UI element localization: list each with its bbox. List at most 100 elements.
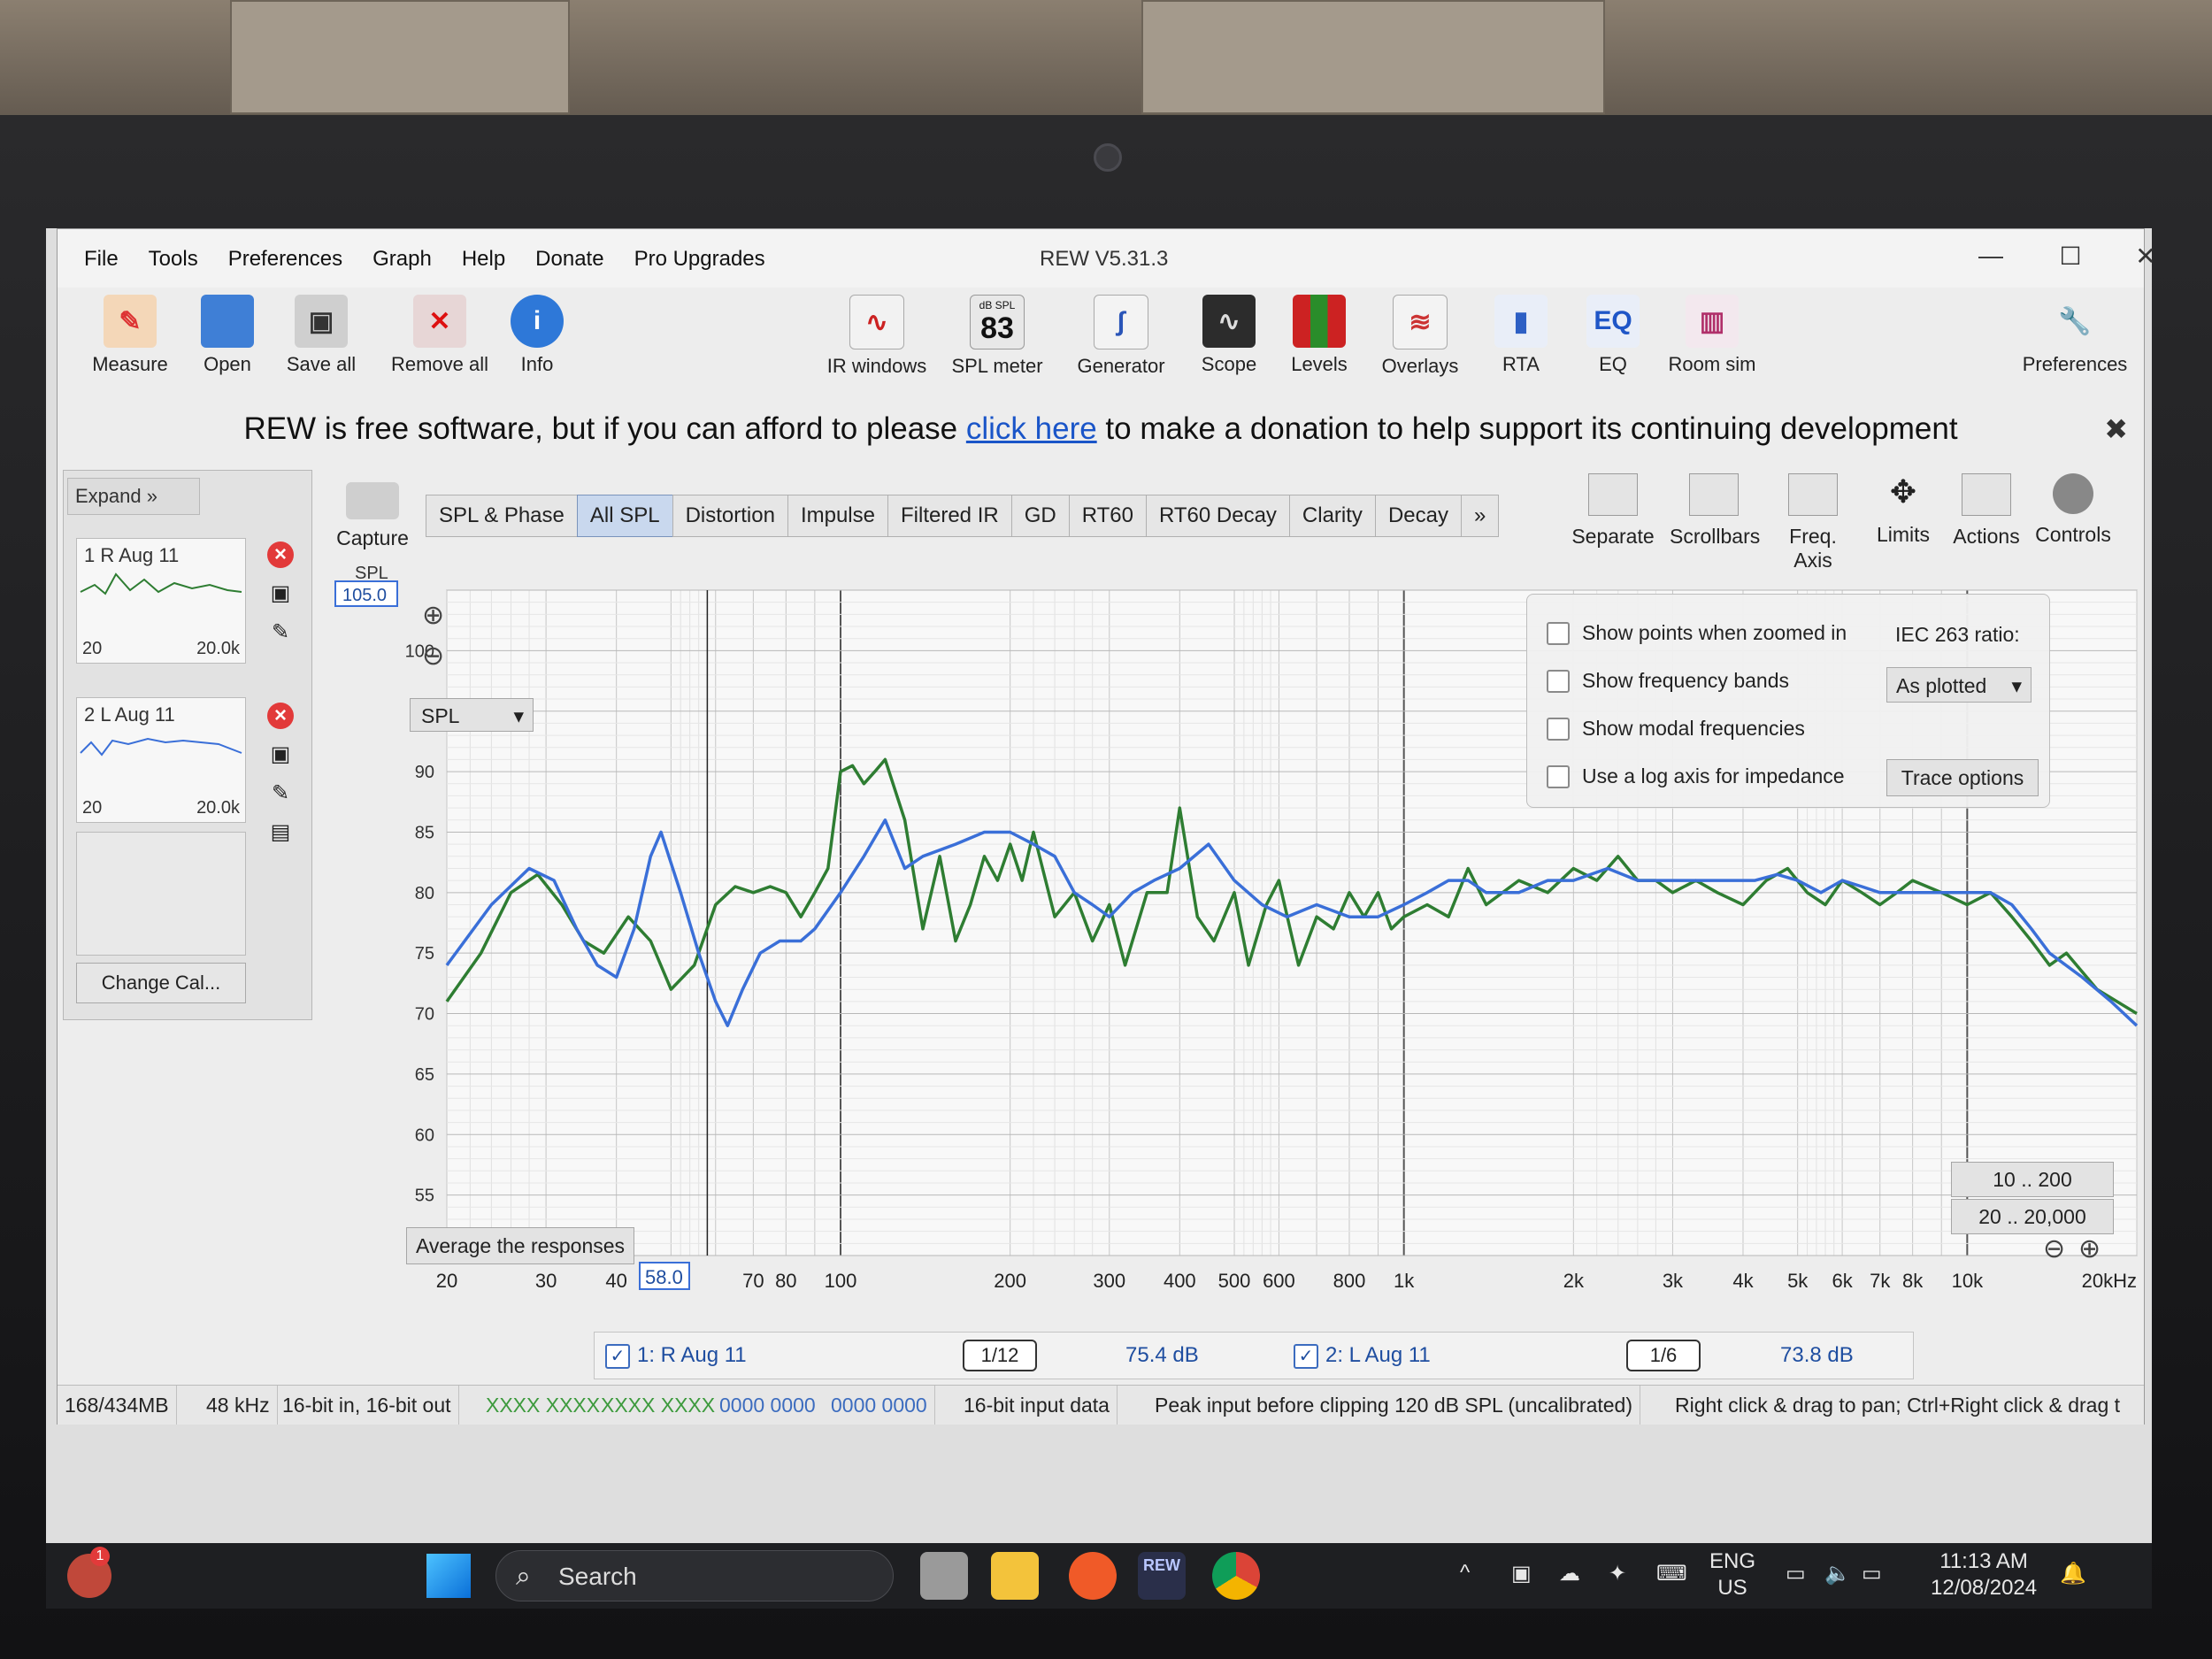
show-points-checkbox[interactable] <box>1547 622 1570 645</box>
x-tick-label: 400 <box>1164 1270 1196 1292</box>
trace-checkbox[interactable]: ✓ <box>1294 1344 1318 1369</box>
x-tick-label: 600 <box>1263 1270 1295 1292</box>
webcam <box>1094 143 1122 172</box>
x-tick-label: 500 <box>1218 1270 1251 1292</box>
range-20-20000-button[interactable]: 20 .. 20,000 <box>1951 1199 2114 1234</box>
x-tick-label: 20kHz <box>2082 1270 2137 1292</box>
x-tick-label: 70 <box>742 1270 764 1292</box>
show-bands-option[interactable]: Show frequency bands <box>1547 669 1789 693</box>
y-tick-label: 90 <box>415 763 434 782</box>
x-tick-label: 300 <box>1093 1270 1125 1292</box>
cabinet <box>230 0 570 114</box>
log-impedance-checkbox[interactable] <box>1547 765 1570 788</box>
room-background <box>0 0 2212 133</box>
zoom-in-icon[interactable]: ⊕ <box>2078 1234 2101 1263</box>
x-tick-label: 8k <box>1902 1270 1924 1292</box>
task-view-icon[interactable] <box>920 1552 968 1600</box>
bit-depth: 16-bit in, 16-bit out <box>275 1386 459 1425</box>
log-impedance-option[interactable]: Use a log axis for impedance <box>1547 764 1845 788</box>
x-tick-label: 5k <box>1787 1270 1809 1292</box>
volume-icon[interactable]: 🔈 <box>1824 1561 1851 1586</box>
language-indicator[interactable]: ENG US <box>1709 1548 1755 1601</box>
rew-taskbar-icon[interactable]: REW <box>1138 1552 1186 1600</box>
taskbar: 1 ⌕ Search REW ^ ▣ ☁ ✦ ⌨ ENG US ▭ 🔈 ▭ 11… <box>46 1543 2152 1609</box>
input-data-status: 16-bit input data <box>956 1386 1118 1425</box>
show-bands-checkbox[interactable] <box>1547 670 1570 693</box>
x-tick-label: 2k <box>1563 1270 1585 1292</box>
smoothing-selector[interactable]: 1/12 <box>963 1340 1037 1371</box>
y-tick-label: 70 <box>415 1005 434 1025</box>
hint-status: Right click & drag to pan; Ctrl+Right cl… <box>1668 1386 2127 1425</box>
tray-app-icon[interactable]: ▣ <box>1511 1561 1532 1586</box>
windows-start-icon[interactable] <box>426 1554 471 1598</box>
chrome-icon[interactable] <box>1212 1552 1260 1600</box>
zoom-out-icon[interactable]: ⊖ <box>2043 1234 2065 1263</box>
chevron-up-icon[interactable]: ^ <box>1460 1561 1470 1586</box>
firefox-icon[interactable] <box>1069 1552 1117 1600</box>
show-modal-checkbox[interactable] <box>1547 718 1570 741</box>
spl-select[interactable]: SPL ▾ <box>410 698 534 732</box>
x-tick-label: 30 <box>535 1270 557 1292</box>
search-icon: ⌕ <box>516 1551 531 1602</box>
battery-icon[interactable]: ▭ <box>1862 1561 1882 1586</box>
x-tick-label: 200 <box>994 1270 1026 1292</box>
file-explorer-icon[interactable] <box>991 1552 1039 1600</box>
memory-status: 168/434MB <box>58 1386 177 1425</box>
trace-legend: ✓ 1: R Aug 11 1/12 75.4 dB ✓ 2: L Aug 11 1… <box>594 1332 1914 1379</box>
output-meter: 0000 0000 <box>712 1386 823 1425</box>
x-tick-label: 7k <box>1870 1270 1891 1292</box>
x-tick-label: 800 <box>1333 1270 1366 1292</box>
iec-ratio-select[interactable]: As plotted ▾ <box>1886 667 2032 703</box>
clock[interactable]: 11:13 AM 12/08/2024 <box>1931 1548 2037 1601</box>
sample-rate: 48 kHz <box>199 1386 278 1425</box>
chevron-down-icon: ▾ <box>513 699 524 733</box>
input-meter: XXXX XXXX <box>594 1386 722 1425</box>
graph-options-panel: Show points when zoomed in IEC 263 ratio… <box>1526 594 2050 808</box>
legend-item-r[interactable]: ✓ 1: R Aug 11 <box>605 1343 747 1369</box>
trace-options-button[interactable]: Trace options <box>1886 759 2039 796</box>
status-bar: 168/434MB 48 kHz 16-bit in, 16-bit out X… <box>58 1385 2144 1425</box>
smoothing-selector[interactable]: 1/6 <box>1626 1340 1701 1371</box>
output-meter: 0000 0000 <box>824 1386 935 1425</box>
x-tick-label: 80 <box>775 1270 796 1292</box>
cabinet <box>1141 0 1605 114</box>
dropbox-icon[interactable]: ✦ <box>1609 1561 1626 1586</box>
x-tick-label: 1k <box>1394 1270 1415 1292</box>
keyboard-icon[interactable]: ⌨ <box>1656 1561 1687 1586</box>
average-responses-button[interactable]: Average the responses <box>406 1227 634 1264</box>
x-tick-label: 20 <box>436 1270 457 1292</box>
y-tick-label: 80 <box>415 884 434 903</box>
x-tick-label: 4k <box>1732 1270 1754 1292</box>
show-modal-option[interactable]: Show modal frequencies <box>1547 717 1805 741</box>
x-tick-label: 3k <box>1663 1270 1684 1292</box>
y-tick-label: 75 <box>415 944 434 964</box>
y-tick-label: 85 <box>415 823 434 842</box>
y-tick-label: 65 <box>415 1065 434 1085</box>
y-top-value: 105.0 <box>342 586 387 605</box>
x-tick-label: 6k <box>1832 1270 1853 1292</box>
zoom-in-icon[interactable]: ⊕ <box>422 601 444 630</box>
legend-item-l[interactable]: ✓ 2: L Aug 11 <box>1294 1343 1431 1369</box>
bell-icon[interactable]: 🔔 <box>2060 1561 2086 1586</box>
x-tick-label: 10k <box>1952 1270 1984 1292</box>
range-10-200-button[interactable]: 10 .. 200 <box>1951 1162 2114 1197</box>
x-tick-label: 100 <box>825 1270 857 1292</box>
y-tick-label: 60 <box>415 1125 434 1145</box>
cloud-icon[interactable]: ☁ <box>1559 1561 1580 1586</box>
zoom-out-icon[interactable]: ⊖ <box>422 641 444 671</box>
trace-checkbox[interactable]: ✓ <box>605 1344 630 1369</box>
peak-input-status: Peak input before clipping 120 dB SPL (u… <box>1148 1386 1640 1425</box>
chevron-down-icon: ▾ <box>2011 668 2022 703</box>
show-points-option[interactable]: Show points when zoomed in <box>1547 621 1847 645</box>
rew-window: File Tools Preferences Graph Help Donate… <box>57 228 2145 1425</box>
input-meter: XXXX XXXX <box>479 1386 607 1425</box>
y-axis-unit: SPL <box>355 564 388 583</box>
notification-badge: 1 <box>90 1547 110 1566</box>
iec-ratio-label: IEC 263 ratio: <box>1895 623 2020 647</box>
y-tick-label: 55 <box>415 1187 434 1206</box>
taskbar-search[interactable]: ⌕ Search <box>495 1550 894 1601</box>
cursor-frequency: 58.0 <box>645 1266 683 1288</box>
legend-value-l: 73.8 dB <box>1780 1343 1854 1368</box>
network-icon[interactable]: ▭ <box>1786 1561 1806 1586</box>
legend-value-r: 75.4 dB <box>1125 1343 1199 1368</box>
